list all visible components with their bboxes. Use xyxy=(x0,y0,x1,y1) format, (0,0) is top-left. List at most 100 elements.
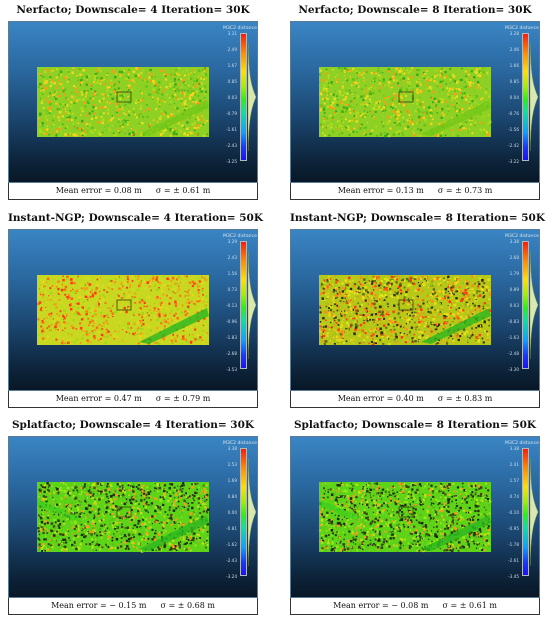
colorbar-tick-label: 0.85 xyxy=(227,78,237,84)
colorbar-tick-label: -3.25 xyxy=(226,158,237,164)
colorbar-tick-label: 2.46 xyxy=(509,46,519,52)
colorbar-tick-label: -3.45 xyxy=(508,573,519,579)
colorbar-tick-label: 2.41 xyxy=(509,461,519,467)
colorbar-tick-label: 0.74 xyxy=(509,493,519,499)
colorbar-tick-label: 3.38 xyxy=(509,445,519,451)
colorbar-tick-label: 1.57 xyxy=(509,477,519,483)
error-caption: Mean error = 0.40 m σ = ± 0.83 m xyxy=(290,391,540,408)
mean-error: Mean error = 0.08 m xyxy=(55,186,142,195)
colorbar-tick-label: -1.78 xyxy=(508,541,519,547)
colorbar-tick-label: -2.68 xyxy=(226,350,237,356)
pointcloud-view: M3C2 distance 3.31 2.49 1.67 0.85 0.03 -0.79 -… xyxy=(8,21,258,183)
colorbar xyxy=(240,448,247,576)
colorbar-tick-label: 1.56 xyxy=(227,270,237,276)
colorbar-tick-label: -0.81 xyxy=(226,525,237,531)
colorbar-histogram xyxy=(248,457,257,567)
colorbar-label: M3C2 distance xyxy=(223,234,257,239)
pointcloud-render xyxy=(37,67,209,138)
sigma-value: σ = ± 0.61 m xyxy=(442,601,497,610)
pointcloud-render xyxy=(37,275,209,345)
colorbar-tick-label: -0.76 xyxy=(508,110,519,116)
colorbar-label: M3C2 distance xyxy=(505,234,539,239)
colorbar xyxy=(522,241,529,369)
pointcloud-render xyxy=(37,482,210,553)
colorbar-tick-label: -2.42 xyxy=(508,142,519,148)
colorbar-histogram xyxy=(530,42,539,152)
pointcloud-view: M3C2 distance 3.38 2.41 1.57 0.74 -0.10 -0.95… xyxy=(290,436,540,598)
colorbar-tick-label: 0.73 xyxy=(227,286,237,292)
colorbar-tick-label: 2.53 xyxy=(227,461,237,467)
colorbar-histogram xyxy=(248,250,257,360)
pointcloud-view: M3C2 distance 3.38 2.68 1.79 0.89 0.03 -0.83 -… xyxy=(290,229,540,391)
colorbar-tick-label: 0.89 xyxy=(509,286,519,292)
colorbar-tick-label: 3.31 xyxy=(227,30,237,36)
sigma-value: σ = ± 0.83 m xyxy=(437,394,493,403)
error-caption: Mean error = − 0.08 m σ = ± 0.61 m xyxy=(290,598,540,615)
colorbar-tick-label: 0.03 xyxy=(509,302,519,308)
colorbar-tick-label: -1.56 xyxy=(508,126,519,132)
pointcloud-render xyxy=(319,67,492,138)
mean-error: Mean error = − 0.15 m xyxy=(51,601,147,610)
panel-title: Splatfacto; Downscale= 8 Iteration= 50K xyxy=(293,419,537,431)
colorbar-label: M3C2 distance xyxy=(223,441,257,446)
colorbar-tick-label: 1.66 xyxy=(509,62,519,68)
colorbar xyxy=(240,241,247,369)
colorbar xyxy=(522,448,529,576)
colorbar-tick-label: 0.04 xyxy=(509,94,519,100)
colorbar-tick-label: -1.83 xyxy=(226,334,237,340)
pointcloud-render xyxy=(319,275,492,346)
colorbar-histogram xyxy=(530,457,539,567)
colorbar-tick-label: 2.49 xyxy=(227,46,237,52)
error-caption: Mean error = 0.47 m σ = ± 0.79 m xyxy=(8,391,258,408)
colorbar-tick-label: -0.79 xyxy=(226,110,237,116)
colorbar-histogram xyxy=(248,42,257,152)
pointcloud-view: M3C2 distance 3.28 2.46 1.66 0.85 0.04 -0.76 -… xyxy=(290,21,540,183)
colorbar-label: M3C2 distance xyxy=(505,441,539,446)
colorbar-tick-label: 1.69 xyxy=(227,477,237,483)
pointcloud-view: M3C2 distance 3.38 2.53 1.69 0.84 0.00 -0.81 -… xyxy=(8,436,258,598)
colorbar-tick-label: 1.79 xyxy=(509,270,519,276)
colorbar-tick-label: -1.62 xyxy=(226,541,237,547)
mean-error: Mean error = 0.40 m xyxy=(337,394,424,403)
colorbar-tick-label: -0.83 xyxy=(508,318,519,324)
colorbar-tick-label: 0.03 xyxy=(227,94,237,100)
panel-title: Splatfacto; Downscale= 4 Iteration= 30K xyxy=(11,419,255,431)
mean-error: Mean error = 0.47 m xyxy=(55,394,142,403)
colorbar xyxy=(240,33,247,161)
colorbar-tick-label: 3.38 xyxy=(509,238,519,244)
colorbar-tick-label: -2.43 xyxy=(226,142,237,148)
colorbar-tick-label: 0.00 xyxy=(227,509,237,515)
colorbar-label: M3C2 distance xyxy=(505,26,539,31)
sigma-value: σ = ± 0.79 m xyxy=(155,394,211,403)
colorbar-tick-label: -0.95 xyxy=(508,525,519,531)
colorbar-tick-label: -3.22 xyxy=(508,158,519,164)
colorbar-tick-label: -2.48 xyxy=(508,350,519,356)
colorbar-tick-label: -1.63 xyxy=(508,334,519,340)
panel-title: Nerfacto; Downscale= 8 Iteration= 30K xyxy=(298,4,532,16)
sigma-value: σ = ± 0.61 m xyxy=(155,186,211,195)
mean-error: Mean error = − 0.08 m xyxy=(333,601,429,610)
colorbar-tick-label: 1.67 xyxy=(227,62,237,68)
colorbar-tick-label: -2.43 xyxy=(226,557,237,563)
colorbar-tick-label: -0.96 xyxy=(226,318,237,324)
colorbar-tick-label: 0.84 xyxy=(227,493,237,499)
colorbar-tick-label: -3.53 xyxy=(226,366,237,372)
error-caption: Mean error = 0.08 m σ = ± 0.61 m xyxy=(8,183,258,200)
colorbar-tick-label: -3.24 xyxy=(226,573,237,579)
colorbar-tick-label: 3.28 xyxy=(509,30,519,36)
colorbar-tick-label: 2.68 xyxy=(509,254,519,260)
colorbar xyxy=(522,33,529,161)
pointcloud-view: M3C2 distance 3.29 2.43 1.56 0.73 -0.13 -0.96… xyxy=(8,229,258,391)
colorbar-histogram xyxy=(530,250,539,360)
colorbar-label: M3C2 distance xyxy=(223,26,257,31)
colorbar-tick-label: 0.85 xyxy=(509,78,519,84)
colorbar-tick-label: -1.61 xyxy=(226,126,237,132)
panel-title: Instant-NGP; Downscale= 8 Iteration= 50K xyxy=(290,212,545,224)
sigma-value: σ = ± 0.68 m xyxy=(160,601,215,610)
colorbar-tick-label: 3.29 xyxy=(227,238,237,244)
colorbar-tick-label: -3.30 xyxy=(508,366,519,372)
error-caption: Mean error = − 0.15 m σ = ± 0.68 m xyxy=(8,598,258,615)
error-caption: Mean error = 0.13 m σ = ± 0.73 m xyxy=(290,183,540,200)
sigma-value: σ = ± 0.73 m xyxy=(437,186,493,195)
colorbar-tick-label: -0.13 xyxy=(226,302,237,308)
